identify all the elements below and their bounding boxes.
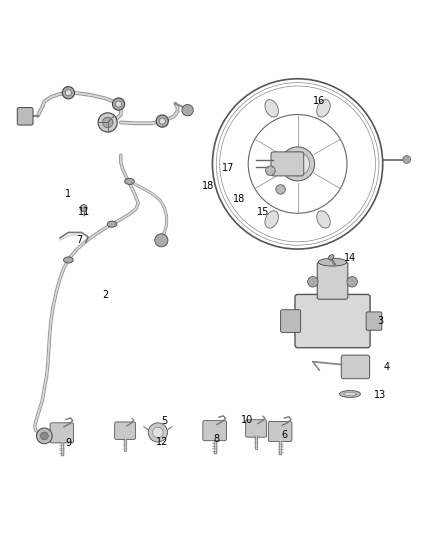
Circle shape	[40, 432, 48, 440]
Circle shape	[276, 184, 286, 194]
Ellipse shape	[265, 211, 279, 228]
Ellipse shape	[125, 179, 134, 184]
Circle shape	[307, 277, 318, 287]
Ellipse shape	[317, 211, 330, 228]
Ellipse shape	[64, 257, 73, 263]
Circle shape	[281, 147, 314, 181]
Text: 7: 7	[76, 235, 82, 245]
Circle shape	[36, 428, 52, 444]
FancyBboxPatch shape	[341, 355, 370, 379]
Text: 2: 2	[102, 290, 109, 300]
Text: 10: 10	[241, 415, 254, 425]
Circle shape	[182, 104, 193, 116]
Circle shape	[265, 166, 275, 175]
Text: 15: 15	[257, 207, 269, 217]
Text: 18: 18	[202, 181, 214, 191]
Text: 12: 12	[156, 437, 169, 447]
Ellipse shape	[318, 258, 347, 266]
Circle shape	[65, 90, 71, 96]
Circle shape	[403, 156, 411, 164]
FancyBboxPatch shape	[17, 108, 33, 125]
FancyBboxPatch shape	[115, 422, 136, 439]
Ellipse shape	[107, 221, 117, 227]
Text: 1: 1	[65, 189, 71, 199]
Ellipse shape	[328, 255, 334, 260]
Circle shape	[102, 117, 113, 128]
Text: 17: 17	[222, 163, 234, 173]
Circle shape	[159, 118, 165, 124]
FancyBboxPatch shape	[268, 422, 292, 441]
FancyBboxPatch shape	[317, 262, 348, 299]
Ellipse shape	[339, 391, 360, 398]
FancyBboxPatch shape	[295, 294, 370, 348]
Text: 14: 14	[344, 253, 356, 263]
Text: 8: 8	[214, 434, 220, 444]
Text: 11: 11	[78, 207, 90, 217]
Circle shape	[347, 277, 357, 287]
Text: 3: 3	[378, 316, 384, 326]
FancyBboxPatch shape	[366, 312, 382, 330]
Circle shape	[156, 115, 168, 127]
FancyBboxPatch shape	[50, 423, 74, 443]
Ellipse shape	[265, 100, 279, 117]
Text: 16: 16	[313, 95, 325, 106]
Circle shape	[155, 234, 168, 247]
Circle shape	[148, 423, 167, 442]
FancyBboxPatch shape	[246, 420, 267, 437]
Text: 18: 18	[233, 194, 245, 204]
Circle shape	[116, 101, 122, 107]
FancyBboxPatch shape	[271, 152, 304, 176]
Text: 5: 5	[161, 416, 168, 426]
Text: 9: 9	[65, 438, 71, 448]
Text: 6: 6	[282, 430, 288, 440]
Circle shape	[286, 152, 310, 176]
Text: 13: 13	[374, 390, 387, 400]
Circle shape	[62, 87, 74, 99]
Circle shape	[80, 205, 87, 212]
Ellipse shape	[317, 100, 330, 117]
FancyBboxPatch shape	[281, 310, 300, 333]
Circle shape	[113, 98, 125, 110]
FancyBboxPatch shape	[203, 421, 226, 441]
Ellipse shape	[344, 392, 356, 395]
Circle shape	[98, 113, 117, 132]
Circle shape	[152, 427, 163, 438]
Text: 4: 4	[384, 362, 390, 372]
